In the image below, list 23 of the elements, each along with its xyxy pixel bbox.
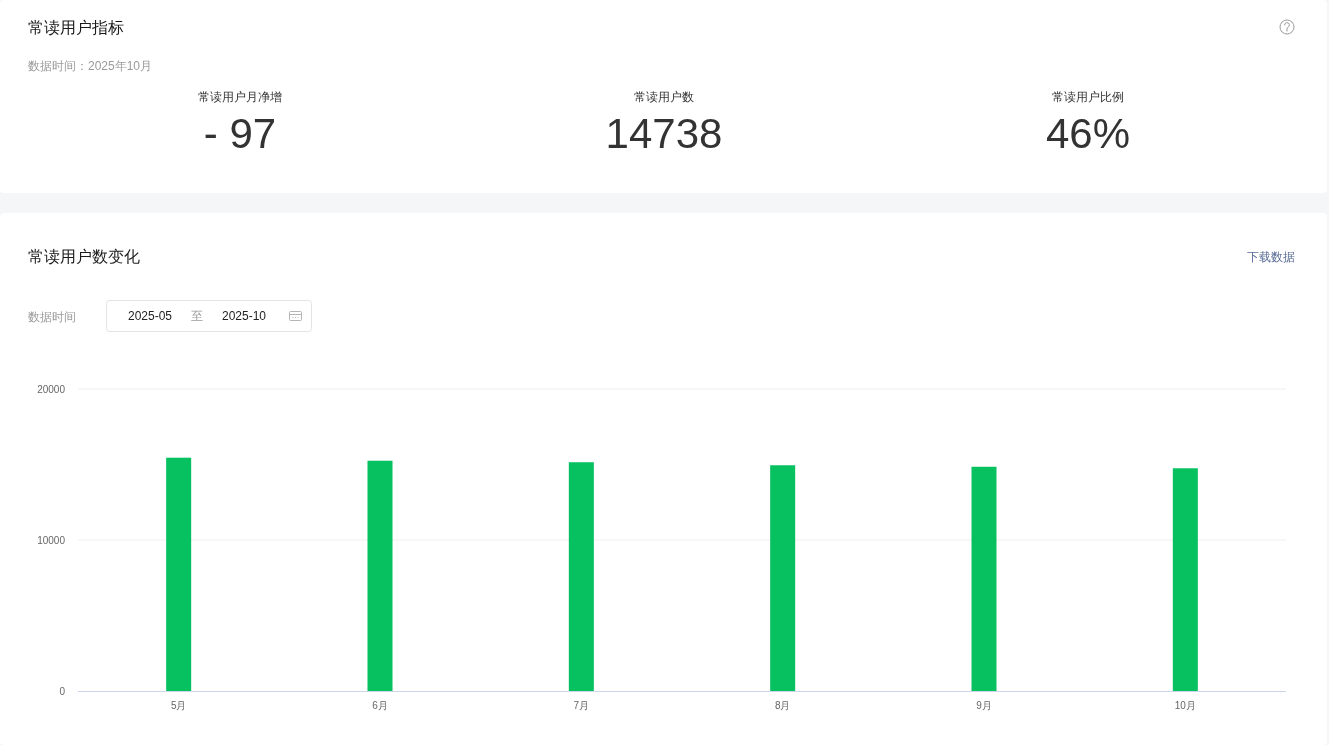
kpi-label: 常读用户月净增 (198, 90, 282, 104)
date-range-text: 至 (191, 309, 203, 323)
kpi-value: 46% (1045, 110, 1131, 157)
filter-label: 数据时间 (28, 310, 76, 324)
x-tick-label: 10月 (1174, 700, 1196, 711)
link-download: 下载数据 (1247, 250, 1295, 264)
y-tick-label: 0 (59, 685, 65, 697)
kpi-label: 常读用户数 (634, 90, 694, 104)
title: 常读用户指标 (28, 19, 124, 36)
x-tick-label: 8月 (774, 700, 791, 711)
x-tick-label: 5月 (170, 700, 187, 711)
date-range-text: 2025-05 (128, 309, 172, 323)
kpi-value: - 97 (203, 110, 277, 157)
x-tick-label: 9月 (976, 700, 992, 711)
y-tick-label: 10000 (37, 534, 65, 546)
x-tick-label: 7月 (573, 700, 590, 711)
kpi-value: 14738 (605, 110, 723, 157)
x-tick-label: 6月 (372, 700, 388, 711)
subtitle: 数据时间：2025年10月 (28, 59, 153, 73)
y-tick-label: 20000 (37, 383, 65, 395)
date-range-text: 2025-10 (222, 309, 266, 323)
title: 常读用户数变化 (28, 248, 140, 265)
kpi-label: 常读用户比例 (1052, 90, 1124, 104)
